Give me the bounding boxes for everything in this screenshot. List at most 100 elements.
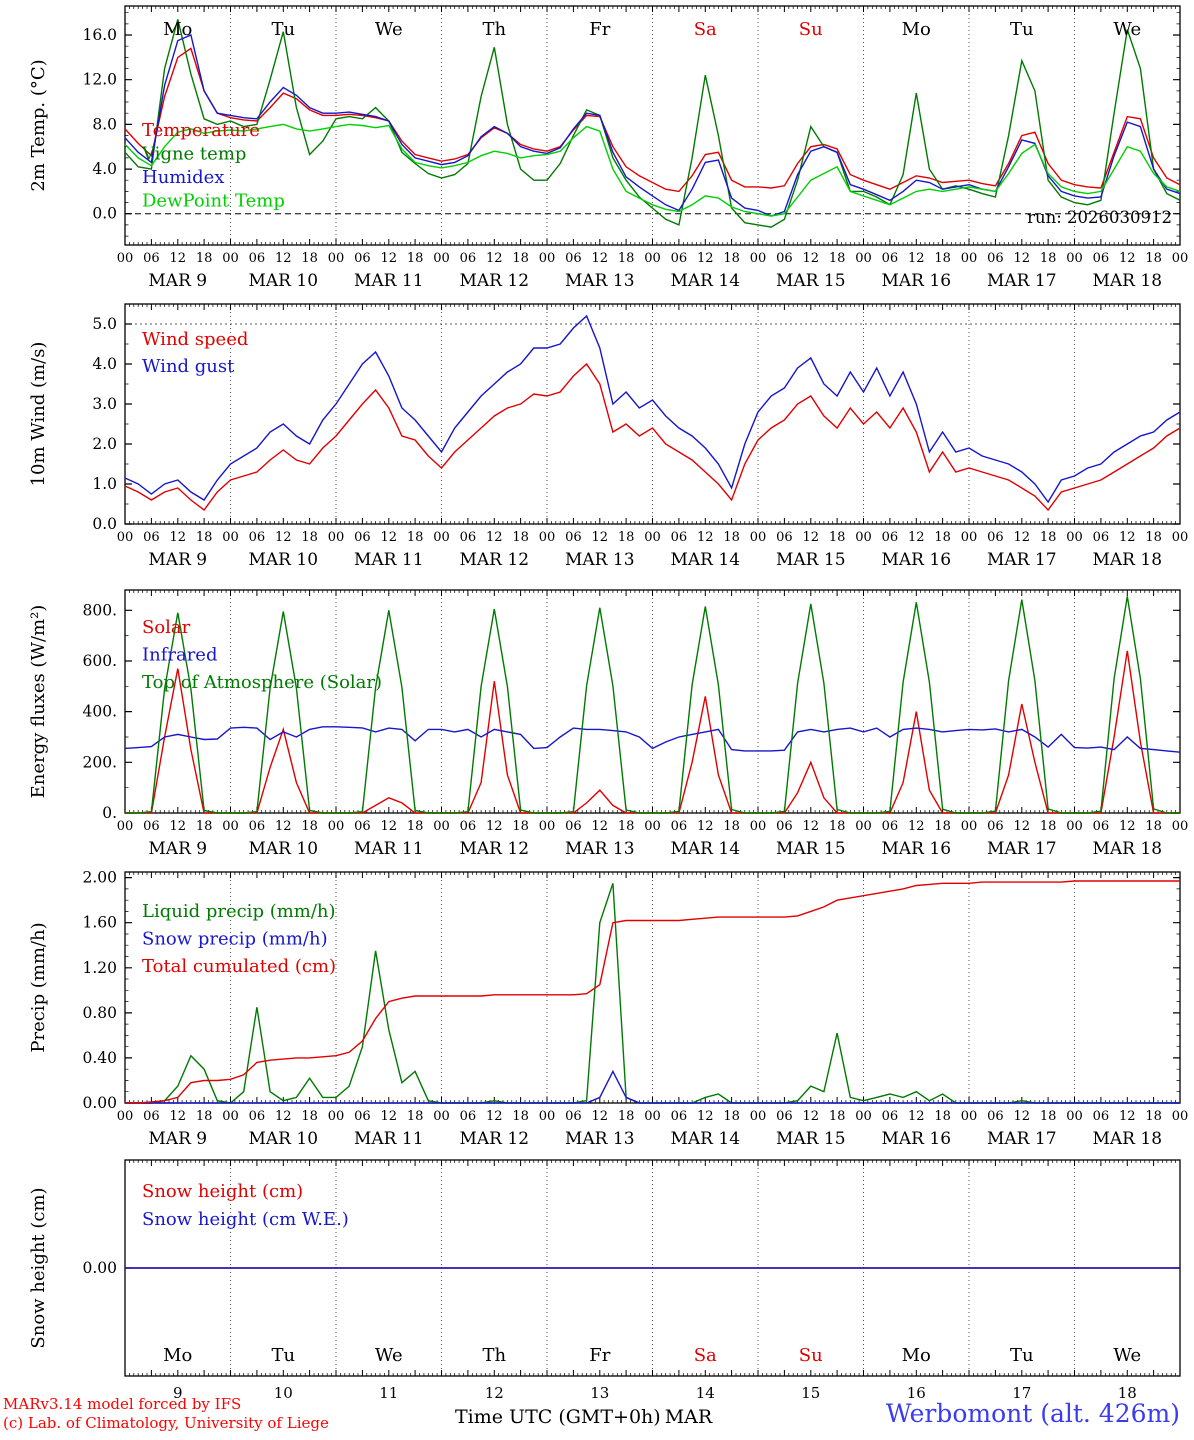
xtick-hour-label: 06 xyxy=(143,819,160,834)
xtick-day-label: MAR 14 xyxy=(670,550,740,570)
weekday-label-top: Tu xyxy=(1010,19,1034,40)
xtick-hour-label: 00 xyxy=(222,251,239,266)
legend-infrared: Infrared xyxy=(142,645,217,666)
xtick-day-label: MAR 16 xyxy=(881,839,951,859)
ytick-label: 0.00 xyxy=(82,1259,117,1277)
xtick-hour-label: 00 xyxy=(644,251,661,266)
xtick-hour-label: 06 xyxy=(882,819,899,834)
xtick-hour-label: 18 xyxy=(407,819,424,834)
day-number-label: 14 xyxy=(696,1384,715,1402)
y-axis-title-energy: Energy fluxes (W/m²) xyxy=(28,605,49,799)
xtick-hour-label: 06 xyxy=(882,251,899,266)
weekday-label-bottom: Tu xyxy=(271,1345,295,1366)
xtick-hour-label: 18 xyxy=(1040,1109,1057,1124)
weekday-label-bottom: Th xyxy=(482,1345,506,1366)
xtick-hour-label: 18 xyxy=(407,1109,424,1124)
day-number-label: 13 xyxy=(590,1384,609,1402)
ytick-label: 16.0 xyxy=(82,26,117,44)
weekday-label-bottom: We xyxy=(375,1345,403,1366)
xtick-hour-label: 18 xyxy=(934,1109,951,1124)
xtick-hour-label: 12 xyxy=(169,530,186,545)
legend-top-of-atmosphere: Top of Atmosphere (Solar) xyxy=(142,672,382,693)
xticks-minor xyxy=(129,1160,1176,1376)
xtick-hour-label: 12 xyxy=(486,251,503,266)
xtick-hour-label: 00 xyxy=(855,1109,872,1124)
xtick-hour-label: 18 xyxy=(934,251,951,266)
xtick-hour-label: 00 xyxy=(750,530,767,545)
panel-wind: 0.0 1.0 2.0 3.0 4.0 5.0 Wind speed Wind gust 00 0… xyxy=(28,303,1188,570)
ytick-label: 2.00 xyxy=(82,869,117,887)
xtick-hour-label: 00 xyxy=(750,819,767,834)
series-humidex xyxy=(124,34,1181,217)
legend-liquid-precip: Liquid precip (mm/h) xyxy=(142,901,336,922)
series-snow-precip xyxy=(125,1069,1180,1104)
xtick-hour-label: 00 xyxy=(539,251,556,266)
xtick-hour-label: 06 xyxy=(460,819,477,834)
xtick-day-label: MAR 12 xyxy=(459,839,529,859)
xtick-hour-label: 18 xyxy=(196,251,213,266)
xtick-hour-label: 12 xyxy=(908,1109,925,1124)
xtick-hour-label: 18 xyxy=(1145,530,1162,545)
xtick-day-label: MAR 15 xyxy=(776,1129,846,1149)
xtick-hour-label: 12 xyxy=(169,1109,186,1124)
xtick-hour-label: 06 xyxy=(987,530,1004,545)
xtick-day-label: MAR 15 xyxy=(776,839,846,859)
xtick-hour-label: 12 xyxy=(1119,1109,1136,1124)
xtick-hour-label: 06 xyxy=(354,530,371,545)
xtick-hour-label: 00 xyxy=(117,251,134,266)
xtick-hour-label: 12 xyxy=(169,819,186,834)
xtick-hour-label: 00 xyxy=(117,819,134,834)
xtick-hour-label: 00 xyxy=(222,819,239,834)
xtick-day-label: MAR 9 xyxy=(148,271,207,291)
legend-temperature: Temperature xyxy=(142,120,260,141)
ytick-label: 0.40 xyxy=(82,1049,117,1067)
xtick-hour-label: 18 xyxy=(1040,530,1057,545)
weekday-label-bottom: Su xyxy=(799,1345,823,1366)
xtick-hour-label: 00 xyxy=(433,819,450,834)
weekday-label-bottom: Mo xyxy=(902,1345,931,1366)
xtick-hour-label: 12 xyxy=(1119,819,1136,834)
xtick-hour-label: 00 xyxy=(117,1109,134,1124)
panel-snow: 0.00 Snow height (cm) Snow height (cm W.E.… xyxy=(28,1159,1181,1402)
legend-wind-gust: Wind gust xyxy=(142,356,235,377)
yticks-minor xyxy=(125,303,1180,525)
weekday-label-top: Fr xyxy=(589,19,610,40)
ytick-label: 4.0 xyxy=(92,355,117,373)
xtick-hour-label: 18 xyxy=(301,530,318,545)
xtick-hour-label: 00 xyxy=(644,819,661,834)
xtick-hour-label: 06 xyxy=(1093,530,1110,545)
xtick-hour-label: 18 xyxy=(1145,819,1162,834)
xtick-hour-label: 06 xyxy=(1093,1109,1110,1124)
xtick-hour-label: 12 xyxy=(1013,530,1030,545)
day-number-label: 9 xyxy=(173,1384,183,1402)
xtick-hour-label: 12 xyxy=(802,1109,819,1124)
station-title: Werbomont (alt. 426m) xyxy=(885,1399,1180,1428)
xtick-day-label: MAR 14 xyxy=(670,1129,740,1149)
xtick-hour-label: 06 xyxy=(354,251,371,266)
xtick-hour-label: 06 xyxy=(565,251,582,266)
xtick-hour-label: 18 xyxy=(618,819,635,834)
xtick-hour-label: 06 xyxy=(671,819,688,834)
xtick-hour-label: 00 xyxy=(433,1109,450,1124)
xtick-hour-label: 12 xyxy=(697,251,714,266)
weekday-label-top: Sa xyxy=(694,19,717,40)
credit-line2: (c) Lab. of Climatology, University of L… xyxy=(3,1414,329,1432)
xtick-hour-label: 12 xyxy=(486,530,503,545)
xtick-day-label: MAR 15 xyxy=(776,271,846,291)
xtick-hour-label: 18 xyxy=(723,819,740,834)
panel-frame xyxy=(124,589,1181,814)
run-label: run: 2026030912 xyxy=(1027,208,1172,227)
xtick-hour-label: 12 xyxy=(591,1109,608,1124)
xtick-day-label: MAR 13 xyxy=(565,550,635,570)
xtick-hour-label: 06 xyxy=(776,251,793,266)
xtick-hour-label: 06 xyxy=(460,251,477,266)
xtick-day-label: MAR 10 xyxy=(248,839,318,859)
xtick-hour-label: 12 xyxy=(1119,530,1136,545)
xtick-hour-label: 00 xyxy=(328,530,345,545)
xtick-hour-label: 00 xyxy=(328,819,345,834)
xtick-hour-label: 12 xyxy=(486,1109,503,1124)
xtick-hour-label: 06 xyxy=(565,819,582,834)
xtick-day-label: MAR 9 xyxy=(148,839,207,859)
xtick-hour-label: 12 xyxy=(380,1109,397,1124)
